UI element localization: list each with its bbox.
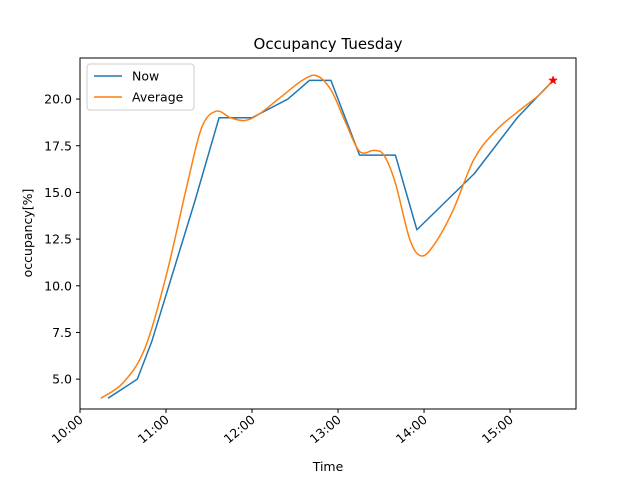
legend-label-average: Average (132, 90, 184, 105)
x-tick-label: 15:00 (479, 412, 516, 447)
x-tick-label: 11:00 (135, 412, 172, 447)
x-tick-label: 14:00 (393, 412, 430, 447)
y-tick-label: 15.0 (44, 185, 72, 200)
x-tick-label: 13:00 (307, 412, 344, 447)
x-axis: 10:00 11:00 12:00 13:00 14:00 15:00 (49, 409, 516, 446)
y-tick-label: 12.5 (44, 232, 72, 247)
x-tick-label: 10:00 (49, 412, 86, 447)
legend: Now Average (86, 63, 195, 111)
y-tick-label: 5.0 (52, 372, 72, 387)
y-tick-label: 20.0 (44, 92, 72, 107)
x-axis-label: Time (312, 459, 344, 474)
y-tick-label: 10.0 (44, 278, 72, 293)
plot-frame (79, 57, 577, 410)
series-line-average (100, 74, 555, 399)
y-axis: 5.0 7.5 10.0 12.5 15.0 17.5 20.0 (44, 92, 80, 387)
y-axis-label: occupancy[%] (20, 189, 35, 278)
legend-label-now: Now (132, 69, 159, 84)
current-value-star-marker (548, 75, 559, 85)
y-tick-label: 17.5 (44, 138, 72, 153)
y-tick-label: 7.5 (52, 325, 72, 340)
x-tick-label: 12:00 (221, 412, 258, 447)
plot-area (100, 74, 559, 399)
chart-title: Occupancy Tuesday (254, 35, 403, 53)
series-line-now (107, 79, 555, 399)
